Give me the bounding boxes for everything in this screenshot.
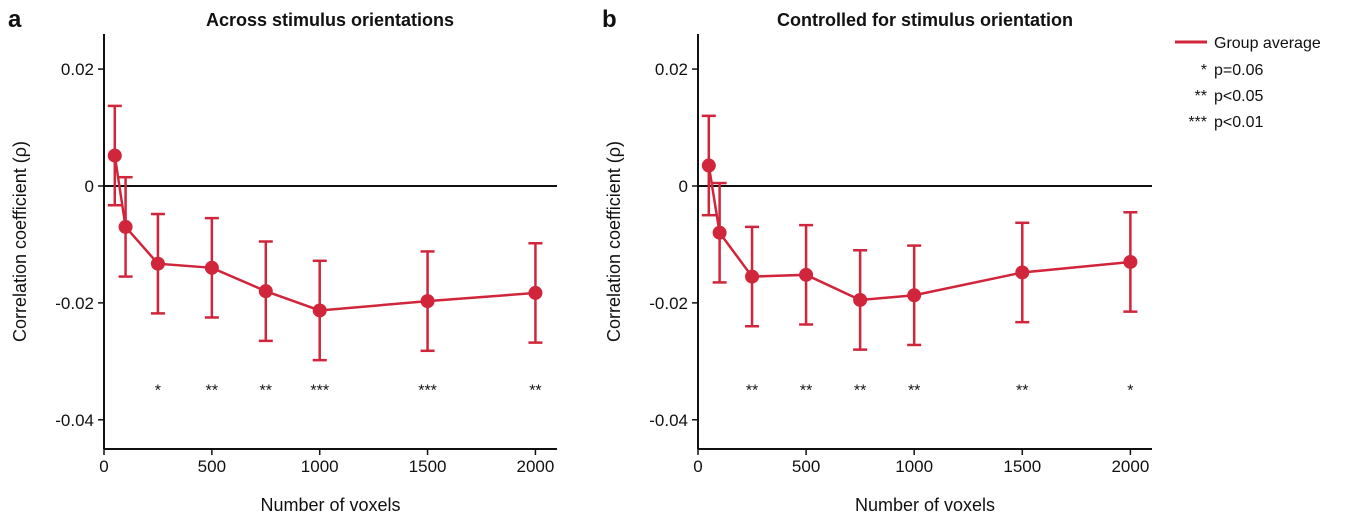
y-tick-label: 0 xyxy=(679,177,688,196)
x-tick-label: 2000 xyxy=(517,457,555,476)
legend-sig-marker-1: * xyxy=(1201,62,1207,79)
legend-sig-marker-2: ** xyxy=(1195,88,1207,105)
significance-marker: ** xyxy=(908,383,920,400)
significance-marker: * xyxy=(155,383,161,400)
x-tick-label: 1500 xyxy=(1003,457,1041,476)
y-axis-label: Correlation coefficient (ρ) xyxy=(604,141,624,342)
panel-letter: b xyxy=(602,6,617,33)
panel-b: b Controlled for stimulus orientation 0.02… xyxy=(602,6,1152,515)
legend: Group average * p=0.06 ** p<0.05 *** p<0… xyxy=(1175,35,1321,131)
data-point xyxy=(312,303,327,318)
data-point xyxy=(712,225,727,240)
series-line xyxy=(707,165,1131,302)
significance-marker: ** xyxy=(206,383,218,400)
panel-title: Controlled for stimulus orientation xyxy=(777,10,1073,30)
x-tick-label: 0 xyxy=(99,457,108,476)
legend-series-label: Group average xyxy=(1214,35,1321,52)
legend-sig-label-3: p<0.01 xyxy=(1214,114,1263,131)
y-axis-label: Correlation coefficient (ρ) xyxy=(10,141,30,342)
x-tick-label: 2000 xyxy=(1111,457,1149,476)
significance-marker: ** xyxy=(854,383,866,400)
data-point xyxy=(907,288,922,303)
data-point xyxy=(1015,265,1030,280)
panel-letter: a xyxy=(8,6,22,33)
data-point xyxy=(118,219,133,234)
data-point xyxy=(799,267,814,282)
significance-marker: ** xyxy=(529,383,541,400)
y-tick-label: 0.02 xyxy=(61,60,94,79)
y-tick-label: 0.02 xyxy=(655,60,688,79)
data-point xyxy=(420,294,435,309)
x-tick-label: 1000 xyxy=(895,457,933,476)
data-point xyxy=(701,158,716,173)
data-point xyxy=(204,260,219,275)
data-point xyxy=(745,269,760,284)
legend-sig-marker-3: *** xyxy=(1188,114,1207,131)
y-tick-label: -0.02 xyxy=(55,294,94,313)
data-point xyxy=(528,285,543,300)
significance-marker: ** xyxy=(260,383,272,400)
panel-title: Across stimulus orientations xyxy=(206,10,454,30)
data-point xyxy=(150,256,165,271)
x-tick-label: 0 xyxy=(693,457,702,476)
y-tick-label: -0.04 xyxy=(649,411,688,430)
x-tick-label: 1500 xyxy=(409,457,447,476)
data-point xyxy=(107,148,122,163)
y-tick-label: -0.04 xyxy=(55,411,94,430)
x-axis-label: Number of voxels xyxy=(260,495,400,515)
significance-marker: ** xyxy=(746,383,758,400)
y-tick-label: -0.02 xyxy=(649,294,688,313)
x-axis-label: Number of voxels xyxy=(855,495,995,515)
significance-marker: * xyxy=(1127,383,1133,400)
significance-marker: *** xyxy=(310,383,329,400)
y-tick-label: 0 xyxy=(85,177,94,196)
legend-sig-label-1: p=0.06 xyxy=(1214,62,1263,79)
significance-marker: *** xyxy=(418,383,437,400)
x-tick-label: 500 xyxy=(198,457,226,476)
data-point xyxy=(1123,254,1138,269)
x-tick-label: 500 xyxy=(792,457,820,476)
legend-sig-label-2: p<0.05 xyxy=(1214,88,1263,105)
x-tick-label: 1000 xyxy=(301,457,339,476)
data-point xyxy=(258,284,273,299)
series-line xyxy=(113,155,536,312)
significance-marker: ** xyxy=(1016,383,1028,400)
significance-marker: ** xyxy=(800,383,812,400)
data-point xyxy=(853,292,868,307)
panel-a: a Across stimulus orientations 0.02 0 -0.02 -… xyxy=(8,6,557,515)
